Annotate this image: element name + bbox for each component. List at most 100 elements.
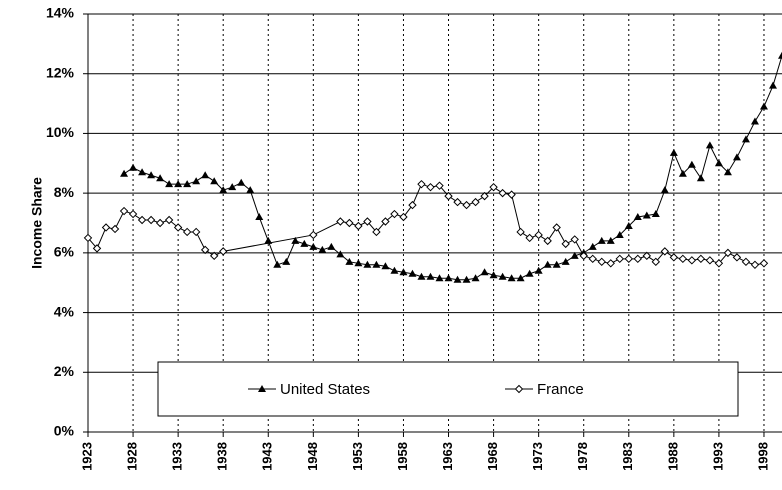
marker [741, 257, 751, 267]
x-tick-label: 1933 [170, 442, 185, 471]
marker [687, 160, 696, 168]
marker [192, 177, 201, 185]
marker [696, 254, 706, 264]
marker [471, 197, 480, 207]
legend-box [157, 361, 739, 417]
marker [345, 257, 354, 265]
y-tick-label: 6% [54, 244, 75, 260]
y-tick-label: 14% [46, 5, 75, 21]
marker [101, 223, 111, 232]
marker [705, 141, 714, 149]
marker [597, 257, 606, 267]
x-tick-label: 1958 [395, 442, 410, 471]
marker [255, 213, 264, 221]
marker [570, 235, 579, 244]
marker [615, 254, 624, 264]
marker [579, 251, 588, 261]
marker [309, 230, 318, 240]
x-tick-label: 1953 [350, 442, 365, 471]
marker [372, 260, 381, 268]
marker [471, 274, 480, 282]
marker [705, 256, 715, 265]
marker [209, 251, 219, 261]
marker [146, 215, 156, 225]
marker [768, 81, 777, 89]
marker [606, 259, 615, 268]
marker [624, 221, 633, 229]
x-tick-label: 1983 [620, 442, 635, 471]
marker [138, 168, 147, 176]
x-tick-label: 1928 [125, 442, 140, 471]
marker [354, 221, 363, 231]
y-tick-label: 10% [46, 124, 75, 140]
marker [327, 242, 336, 250]
marker [498, 272, 507, 280]
marker [200, 245, 210, 255]
marker [408, 200, 417, 210]
x-tick-label: 1968 [485, 442, 500, 471]
x-tick-label: 1948 [305, 442, 320, 471]
marker [173, 223, 183, 232]
marker [183, 180, 192, 188]
marker [282, 257, 291, 265]
marker [237, 178, 246, 186]
marker [219, 186, 228, 194]
legend-marker [258, 385, 266, 392]
marker [399, 268, 408, 276]
y-tick-label: 12% [46, 64, 75, 80]
marker [110, 224, 120, 234]
marker [696, 174, 705, 182]
marker [417, 179, 426, 189]
marker [624, 254, 633, 264]
marker [336, 250, 345, 258]
x-tick-label: 1978 [575, 442, 590, 471]
marker [543, 260, 552, 268]
marker [489, 182, 498, 192]
marker [561, 257, 570, 265]
marker [588, 242, 597, 250]
marker [201, 171, 210, 179]
marker [651, 210, 660, 218]
marker [687, 256, 697, 265]
x-tick-label: 1998 [755, 442, 770, 471]
marker [291, 236, 300, 244]
marker [309, 242, 318, 250]
marker [633, 254, 642, 264]
marker [174, 180, 183, 188]
marker [633, 213, 642, 221]
marker [759, 259, 769, 268]
marker [408, 269, 417, 277]
marker [191, 227, 201, 237]
legend-text: France [537, 381, 584, 398]
x-tick-label: 1938 [215, 442, 230, 471]
marker [714, 259, 724, 268]
marker [435, 181, 444, 190]
marker [516, 274, 525, 282]
marker [723, 168, 732, 176]
marker [669, 148, 678, 156]
marker [507, 274, 516, 282]
legend: United States France [157, 361, 739, 417]
marker [417, 272, 426, 280]
marker [444, 191, 453, 201]
marker [156, 174, 165, 182]
marker [390, 266, 399, 274]
marker [119, 206, 129, 216]
marker [128, 209, 138, 219]
marker [525, 269, 534, 277]
marker [300, 239, 309, 247]
marker [399, 212, 408, 222]
marker [453, 197, 462, 207]
marker [83, 233, 93, 243]
legend-text: United States [280, 381, 370, 398]
marker [363, 217, 372, 226]
marker [426, 182, 435, 192]
marker [426, 272, 435, 280]
marker [363, 260, 372, 268]
marker [642, 211, 651, 219]
marker [345, 218, 354, 228]
marker [543, 236, 552, 246]
x-tick-label: 1988 [665, 442, 680, 471]
